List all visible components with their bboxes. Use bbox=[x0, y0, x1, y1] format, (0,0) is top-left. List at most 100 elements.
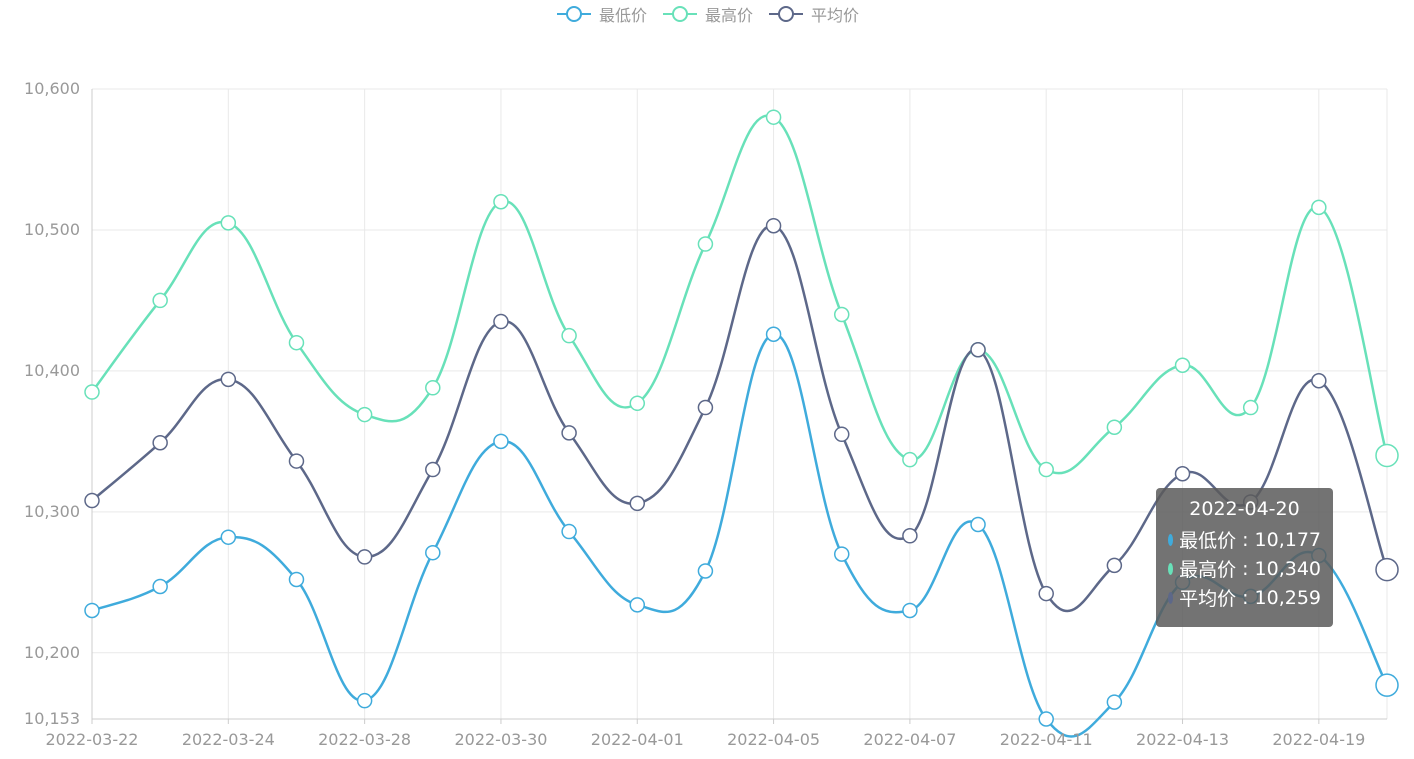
tooltip-colon: : bbox=[1242, 586, 1249, 609]
point-high bbox=[629, 395, 646, 412]
y-tick-label: 10,400 bbox=[24, 361, 80, 380]
tooltip-dot-low bbox=[1168, 533, 1174, 546]
point-high bbox=[1038, 461, 1054, 478]
x-tick-label: 2022-04-13 bbox=[1136, 730, 1229, 749]
tooltip-name-high: 最高价 bbox=[1179, 559, 1237, 581]
point-low bbox=[697, 563, 714, 579]
point-avg bbox=[288, 453, 305, 469]
point-high bbox=[356, 406, 373, 423]
point-avg bbox=[1375, 557, 1399, 582]
x-tick-label: 2022-04-07 bbox=[863, 730, 956, 749]
tooltip-row-avg: 平均价: 10,259 bbox=[1168, 584, 1321, 611]
point-avg bbox=[697, 399, 714, 416]
point-high bbox=[1106, 419, 1123, 436]
point-high bbox=[833, 306, 850, 323]
x-tick-label: 2022-03-28 bbox=[318, 730, 411, 749]
legend-item-avg[interactable]: 平均价 bbox=[767, 2, 859, 26]
point-avg bbox=[1174, 466, 1191, 482]
point-high bbox=[152, 292, 168, 309]
point-low bbox=[288, 571, 305, 588]
tooltip-name-avg: 平均价 bbox=[1179, 588, 1237, 610]
point-high bbox=[697, 236, 714, 252]
legend-item-high[interactable]: 最高价 bbox=[661, 2, 753, 26]
point-low bbox=[84, 602, 100, 619]
point-low bbox=[356, 692, 373, 709]
point-low bbox=[970, 516, 986, 533]
x-tick-label: 2022-04-19 bbox=[1272, 730, 1365, 749]
point-high bbox=[84, 384, 100, 400]
tooltip-colon: : bbox=[1242, 528, 1249, 551]
point-low bbox=[629, 597, 646, 613]
tooltip-dot-high bbox=[1168, 562, 1174, 575]
x-tick-label: 2022-03-22 bbox=[46, 730, 139, 749]
tooltip-colon: : bbox=[1242, 557, 1249, 580]
tooltip-date: 2022-04-20 bbox=[1189, 498, 1300, 520]
y-tick-label: 10,300 bbox=[24, 502, 80, 521]
legend: 最低价 最高价 平均价 bbox=[0, 2, 1414, 26]
point-low bbox=[493, 433, 509, 450]
point-low bbox=[561, 523, 577, 540]
point-high bbox=[425, 380, 441, 396]
point-avg bbox=[970, 341, 986, 358]
point-avg bbox=[833, 426, 850, 443]
point-high bbox=[1242, 399, 1259, 416]
point-high bbox=[1311, 199, 1327, 216]
tooltip: 2022-04-20 最低价: 10,177 最高价: 10,340 平均价: … bbox=[1156, 488, 1333, 627]
legend-label-high: 最高价 bbox=[704, 6, 753, 25]
point-low bbox=[152, 578, 168, 595]
point-low bbox=[765, 326, 782, 342]
point-low bbox=[1106, 694, 1123, 710]
axes-layer bbox=[91, 89, 1387, 724]
x-tick-label: 2022-03-24 bbox=[182, 730, 275, 749]
legend-label-avg: 平均价 bbox=[811, 6, 860, 25]
point-avg bbox=[1311, 372, 1327, 389]
point-avg bbox=[84, 492, 100, 509]
point-high bbox=[493, 194, 509, 210]
point-high bbox=[765, 109, 782, 125]
point-avg bbox=[1106, 557, 1123, 574]
point-avg bbox=[493, 313, 509, 330]
legend-low-icon bbox=[556, 6, 591, 22]
x-tick-label: 2022-04-05 bbox=[727, 730, 820, 749]
series-layer bbox=[84, 109, 1399, 738]
point-avg bbox=[425, 461, 441, 478]
point-low bbox=[1038, 711, 1054, 727]
point-high bbox=[1174, 357, 1191, 373]
y-tick-label: 10,200 bbox=[24, 643, 80, 662]
legend-avg-icon bbox=[769, 6, 803, 22]
tooltip-row-low: 最低价: 10,177 bbox=[1168, 526, 1321, 553]
point-avg bbox=[220, 371, 237, 388]
point-low bbox=[425, 544, 441, 561]
tooltip-value-avg: 10,259 bbox=[1254, 586, 1321, 609]
point-avg bbox=[356, 549, 373, 565]
point-high bbox=[288, 334, 305, 351]
x-tick-label: 2022-03-30 bbox=[454, 730, 547, 749]
x-tick-label: 2022-04-01 bbox=[591, 730, 684, 749]
point-low bbox=[902, 602, 918, 619]
point-high bbox=[561, 327, 577, 344]
point-avg bbox=[152, 435, 168, 451]
tooltip-name-low: 最低价 bbox=[1179, 530, 1237, 552]
legend-item-low[interactable]: 最低价 bbox=[555, 2, 647, 26]
tooltip-value-low: 10,177 bbox=[1254, 528, 1321, 551]
legend-high-icon bbox=[662, 6, 697, 22]
tick-labels-layer: 10,153 10,200 10,300 10,400 10,500 10,600 2022… bbox=[24, 79, 1365, 749]
point-low bbox=[1375, 673, 1399, 697]
tooltip-row-high: 最高价: 10,340 bbox=[1168, 555, 1321, 582]
tooltip-dot-avg bbox=[1168, 591, 1174, 604]
point-avg bbox=[902, 528, 918, 544]
point-avg bbox=[561, 425, 577, 441]
point-high bbox=[1375, 443, 1399, 468]
point-high bbox=[220, 215, 237, 231]
point-avg bbox=[629, 495, 646, 512]
tooltip-value-high: 10,340 bbox=[1254, 557, 1321, 580]
legend-label-low: 最低价 bbox=[598, 6, 647, 25]
point-high bbox=[902, 451, 918, 468]
y-tick-label: 10,153 bbox=[24, 709, 80, 728]
point-avg bbox=[1038, 585, 1054, 602]
x-tick-label: 2022-04-11 bbox=[1000, 730, 1093, 749]
y-tick-label: 10,500 bbox=[24, 220, 80, 239]
point-low bbox=[833, 546, 850, 562]
y-tick-label: 10,600 bbox=[24, 79, 80, 98]
